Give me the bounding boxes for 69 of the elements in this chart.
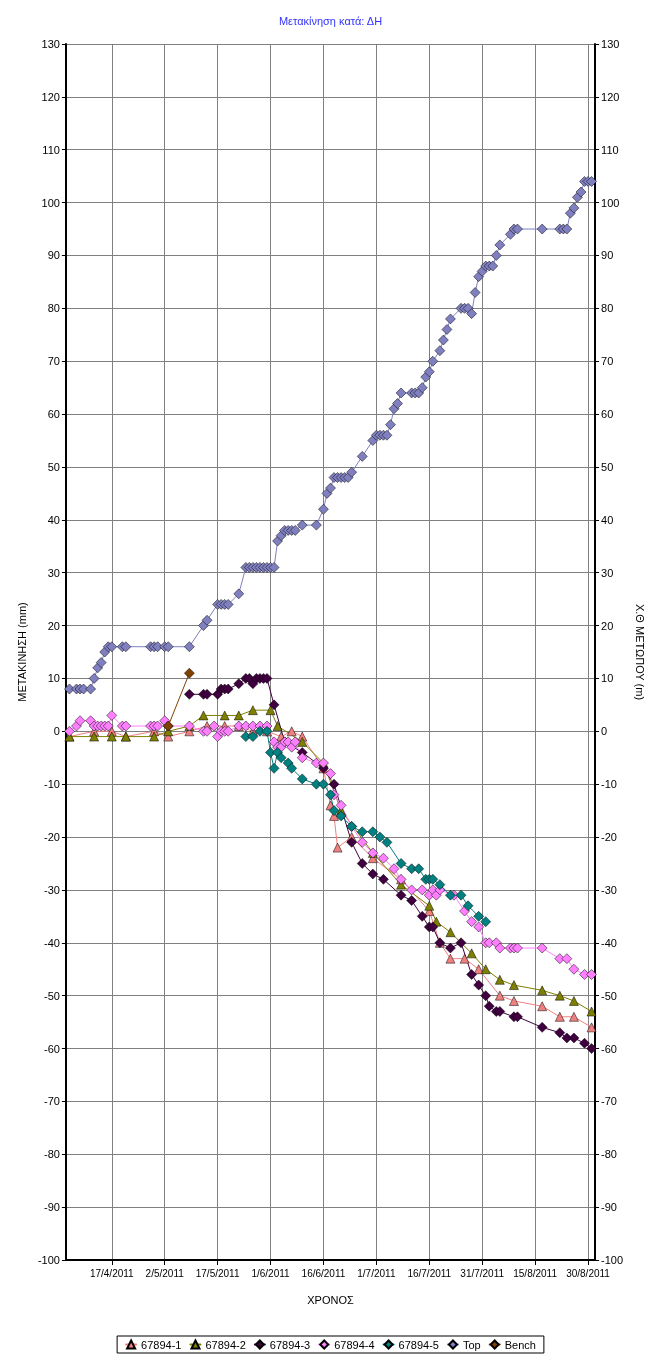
y2-tick-label: -40: [601, 936, 617, 949]
y2-tick-label: -70: [601, 1095, 617, 1108]
legend-label: 67894-3: [269, 1338, 311, 1351]
y2-tick-label: 90: [601, 249, 614, 262]
y-tick-label: -20: [44, 831, 60, 844]
chart-title: Μετακίνηση κατά: ΔΗ: [278, 14, 383, 27]
legend-label: Bench: [504, 1338, 536, 1351]
y-tick-label: -90: [44, 1201, 60, 1214]
x-tick-label: 31/7/2011: [460, 1267, 505, 1279]
y2-tick-label: 120: [601, 90, 620, 103]
x-tick-label: 15/8/2011: [513, 1267, 558, 1279]
y2-tick-label: 20: [601, 619, 614, 632]
x-tick-label: 30/8/2011: [566, 1267, 611, 1279]
y2-tick-label: 10: [601, 672, 614, 685]
y-tick-label: -70: [44, 1095, 60, 1108]
y-tick-label: 20: [47, 619, 60, 632]
y-axis-title: ΜΕΤΑΚΙΝΗΣΗ (mm): [15, 602, 28, 702]
y-tick-label: -80: [44, 1148, 60, 1161]
y2-tick-label: -20: [601, 831, 617, 844]
x-tick-label: 17/4/2011: [89, 1267, 135, 1279]
y-tick-label: 90: [47, 249, 60, 262]
y2-tick-label: -80: [601, 1148, 617, 1161]
legend-label: Top: [462, 1338, 481, 1351]
y-tick-label: 0: [53, 725, 60, 738]
y-tick-label: -100: [37, 1254, 60, 1266]
legend-label: 67894-2: [205, 1338, 246, 1351]
y2-tick-label: 80: [601, 302, 614, 315]
y2-tick-label: 40: [601, 513, 614, 526]
y2-tick-label: -50: [601, 989, 617, 1002]
y-tick-label: -50: [44, 989, 60, 1002]
x-tick-label: 2/5/2011: [145, 1267, 185, 1279]
y-tick-label: -30: [44, 883, 60, 896]
y-tick-label: 30: [47, 566, 60, 579]
y2-tick-label: 50: [601, 460, 614, 473]
y2-tick-label: 130: [601, 38, 620, 50]
y2-tick-label: -10: [601, 778, 617, 791]
legend-label: 67894-1: [141, 1338, 182, 1351]
y-tick-label: 120: [41, 90, 60, 103]
y-tick-label: -60: [44, 1042, 60, 1055]
x-axis-title: ΧΡΟΝΟΣ: [307, 1293, 354, 1306]
y-tick-label: 110: [42, 143, 60, 156]
y-tick-label: -40: [44, 936, 60, 949]
y2-tick-label: -60: [601, 1042, 617, 1055]
x-tick-label: 1/6/2011: [251, 1267, 291, 1279]
y-tick-label: 60: [47, 408, 60, 421]
y2-tick-label: 60: [601, 408, 614, 421]
y2-tick-label: -100: [601, 1254, 624, 1266]
legend-label: 67894-5: [398, 1338, 439, 1351]
y-tick-label: 40: [47, 513, 60, 526]
y2-tick-label: 70: [601, 355, 614, 368]
y-tick-label: 70: [47, 355, 60, 368]
y2-tick-label: -30: [601, 883, 617, 896]
y2-tick-label: 100: [601, 196, 620, 209]
y2-tick-label: 0: [601, 725, 608, 738]
x-tick-label: 17/5/2011: [195, 1267, 240, 1279]
y-tick-label: 50: [47, 460, 60, 473]
y-tick-label: 80: [47, 302, 60, 315]
legend-label: 67894-4: [334, 1338, 375, 1351]
y2-tick-label: 110: [601, 143, 619, 156]
x-tick-label: 1/7/2011: [357, 1267, 396, 1279]
x-tick-label: 16/6/2011: [301, 1267, 346, 1279]
y2-axis-title: Χ.Θ ΜΕΤΩΠΟΥ (m): [633, 603, 646, 701]
x-tick-label: 16/7/2011: [407, 1267, 452, 1279]
y2-tick-label: 30: [601, 566, 614, 579]
y-tick-label: -10: [44, 778, 60, 791]
y-tick-label: 100: [41, 196, 60, 209]
y-tick-label: 130: [41, 38, 60, 50]
y2-tick-label: -90: [601, 1201, 617, 1214]
y-tick-label: 10: [47, 672, 60, 685]
